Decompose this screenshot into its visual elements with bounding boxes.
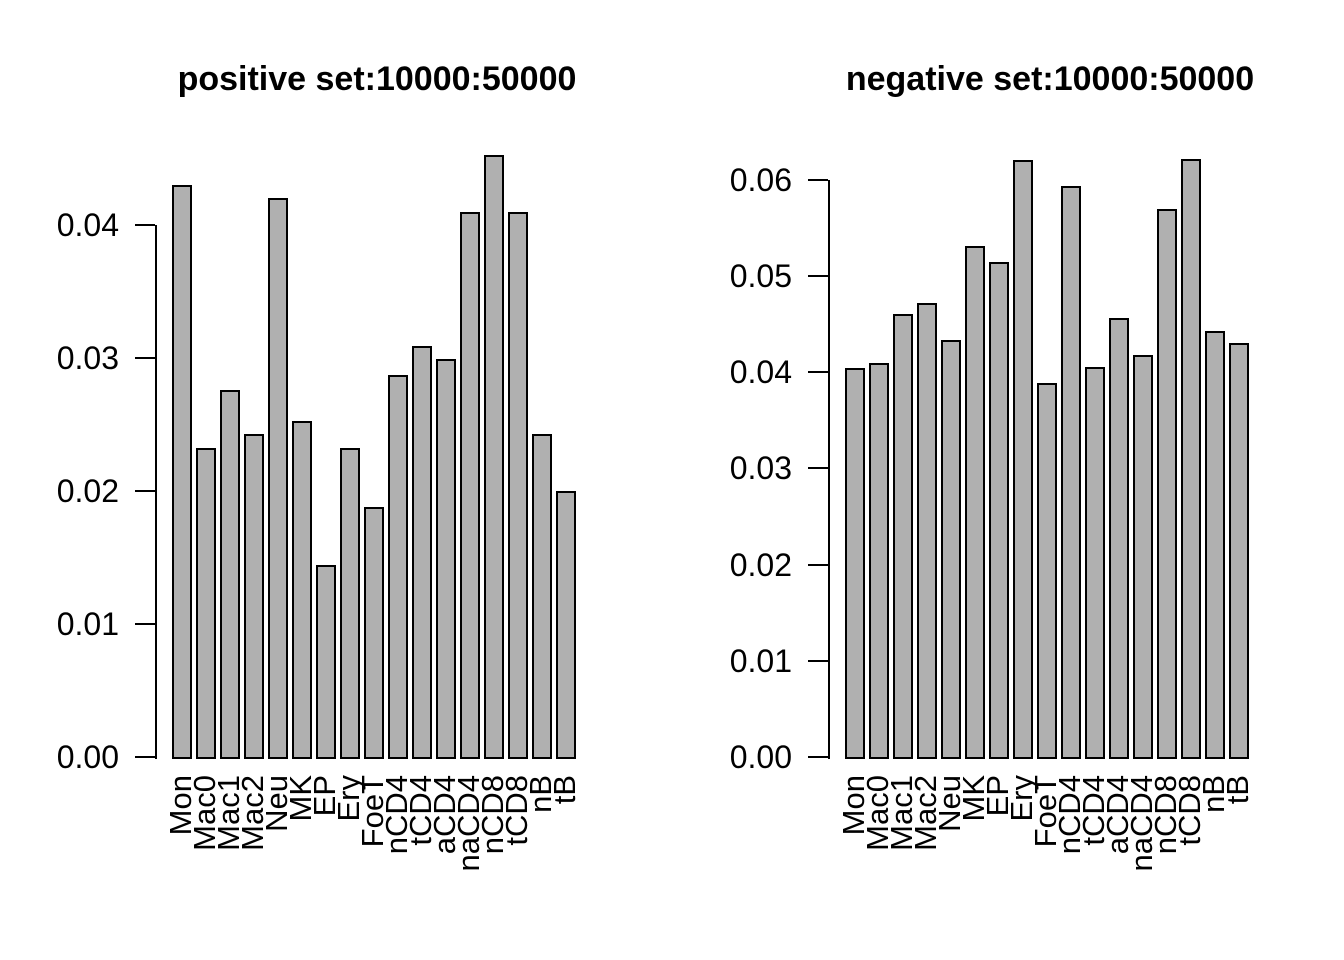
bar-nCD4 <box>388 375 408 759</box>
bar-naCD4 <box>1133 355 1153 759</box>
bar-Mac2 <box>917 303 937 759</box>
bar-EP <box>989 262 1009 759</box>
bar-FoeT <box>1037 383 1057 759</box>
bar-aCD4 <box>1109 318 1129 759</box>
y-tick <box>135 357 155 359</box>
bar-Mac0 <box>869 363 889 759</box>
bar-tCD8 <box>508 212 528 759</box>
y-tick-label: 0.05 <box>729 258 792 295</box>
bar-tB <box>556 491 576 759</box>
bar-Mon <box>845 368 865 759</box>
y-tick-label: 0.03 <box>729 450 792 487</box>
bar-tCD4 <box>1085 367 1105 759</box>
bar-nCD8 <box>1157 209 1177 759</box>
y-tick <box>808 371 828 374</box>
bar-MK <box>965 246 985 759</box>
bar-Ery <box>340 448 360 759</box>
y-tick <box>135 224 155 226</box>
chart-title-negative: negative set:10000:50000 <box>845 60 1255 98</box>
bar-naCD4 <box>460 212 480 759</box>
bar-Mac1 <box>220 390 240 759</box>
y-tick-label: 0.00 <box>56 739 119 775</box>
bar-Mac1 <box>893 314 913 759</box>
y-tick-label: 0.02 <box>56 473 119 509</box>
y-tick-label: 0.04 <box>729 354 792 391</box>
bar-aCD4 <box>436 359 456 759</box>
bar-Neu <box>268 198 288 759</box>
x-label-tB: tB <box>1220 775 1255 805</box>
bar-Neu <box>941 340 961 759</box>
y-axis-line <box>155 225 157 759</box>
y-tick <box>808 756 828 758</box>
chart-title-positive: positive set:10000:50000 <box>177 60 577 98</box>
bar-nB <box>532 434 552 759</box>
y-tick <box>135 756 155 758</box>
y-tick-label: 0.03 <box>56 340 119 376</box>
y-tick-label: 0.00 <box>729 739 792 775</box>
bar-tB <box>1229 343 1249 759</box>
y-tick-label: 0.06 <box>729 161 792 198</box>
bar-MK <box>292 421 312 759</box>
y-axis-line <box>828 179 830 759</box>
bar-FoeT <box>364 507 384 759</box>
bar-nCD4 <box>1061 186 1081 759</box>
bar-EP <box>316 565 336 759</box>
y-tick <box>135 623 155 625</box>
y-tick <box>808 563 828 566</box>
bar-Mon <box>172 185 192 759</box>
y-tick-label: 0.01 <box>56 606 119 642</box>
y-tick-label: 0.01 <box>729 642 792 679</box>
y-tick-label: 0.04 <box>56 207 119 243</box>
x-label-tB: tB <box>547 775 582 805</box>
y-tick <box>808 275 828 278</box>
y-tick <box>808 467 828 470</box>
bar-Mac0 <box>196 448 216 759</box>
y-tick <box>808 178 828 181</box>
y-tick-label: 0.02 <box>729 546 792 583</box>
bar-Ery <box>1013 160 1033 759</box>
y-tick <box>135 490 155 492</box>
bar-tCD8 <box>1181 159 1201 759</box>
bar-nB <box>1205 331 1225 759</box>
y-tick <box>808 659 828 662</box>
bar-nCD8 <box>484 155 504 759</box>
bar-tCD4 <box>412 346 432 759</box>
bar-Mac2 <box>244 434 264 759</box>
